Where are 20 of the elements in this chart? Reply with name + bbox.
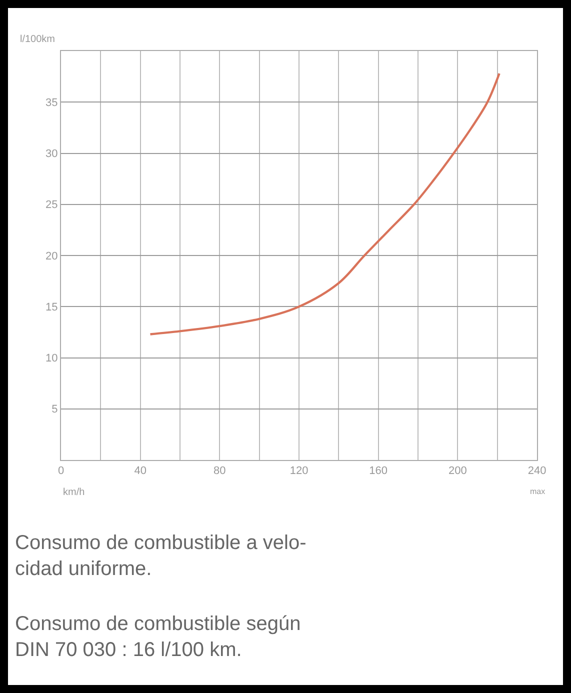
y-tick-label: 5 bbox=[52, 404, 58, 416]
y-tick-label: 15 bbox=[46, 301, 58, 314]
x-tick-label: 80 bbox=[214, 465, 226, 478]
y-axis-title: l/100km bbox=[20, 34, 56, 45]
x-tick-label: 0 bbox=[58, 465, 64, 478]
x-tick-label: 160 bbox=[369, 465, 388, 478]
x-tick-label: 40 bbox=[134, 465, 146, 478]
x-tick-label: 240 bbox=[528, 465, 546, 478]
y-tick-label: 30 bbox=[46, 148, 58, 160]
text: Consumo de combustible según DIN 70 030 : 16 l/100 km. bbox=[15, 613, 301, 661]
text: Consumo de combustible a velo- cidad uniforme. bbox=[15, 532, 306, 580]
text: max bbox=[530, 487, 546, 496]
y-tick-label: 35 bbox=[46, 96, 58, 109]
y-tick-label: 20 bbox=[46, 250, 58, 262]
x-axis-title: km/h bbox=[63, 487, 85, 498]
x-tick-label: 200 bbox=[448, 465, 467, 478]
y-tick-label: 10 bbox=[46, 352, 58, 365]
line-series bbox=[149, 72, 500, 336]
y-tick-label: 25 bbox=[46, 199, 58, 212]
x-tick-label: 120 bbox=[290, 465, 308, 478]
